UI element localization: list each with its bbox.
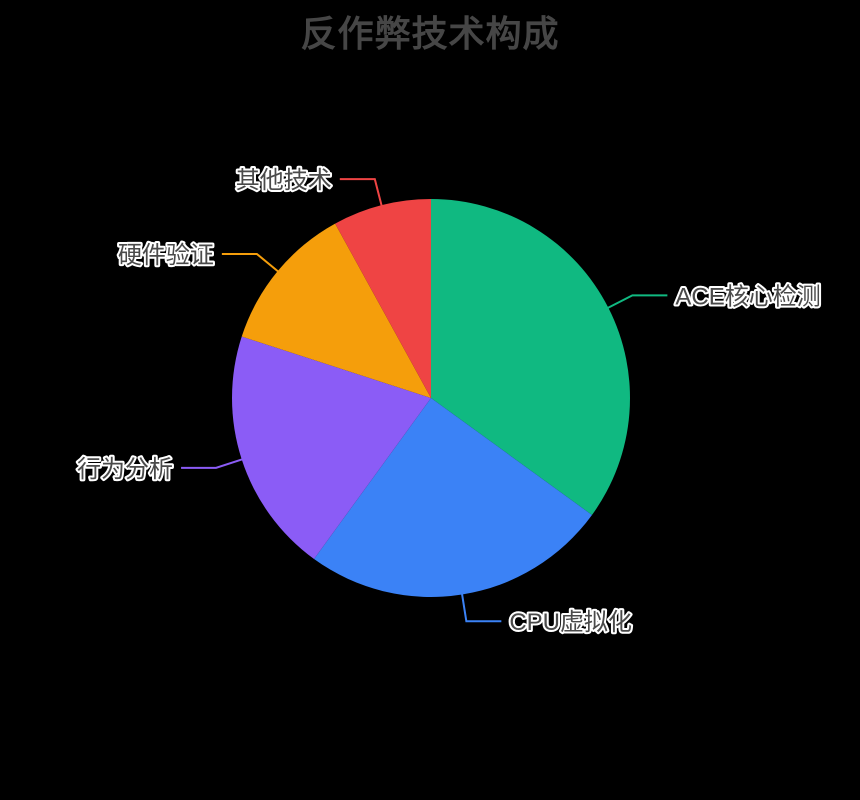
label-leader-line — [606, 294, 668, 310]
slice-label: CPU虚拟化 — [509, 609, 632, 636]
pie-slice-3[interactable] — [232, 336, 431, 559]
slice-label: 硬件验证 — [118, 242, 214, 269]
label-leader-line — [339, 178, 383, 207]
slice-label: ACE核心检测 — [675, 283, 820, 310]
pie-slice-5[interactable] — [335, 199, 431, 398]
slice-label: 行为分析 — [77, 456, 173, 483]
label-leader-line — [181, 458, 243, 469]
label-leader-line — [221, 252, 280, 273]
chart-title: 反作弊技术构成 — [300, 13, 560, 54]
label-leader-line — [460, 593, 502, 623]
pie-slice-4[interactable] — [241, 223, 431, 398]
slice-label: 其他技术 — [236, 167, 332, 194]
pie-slice-1[interactable] — [431, 199, 630, 515]
pie-slice-2[interactable] — [314, 398, 592, 597]
